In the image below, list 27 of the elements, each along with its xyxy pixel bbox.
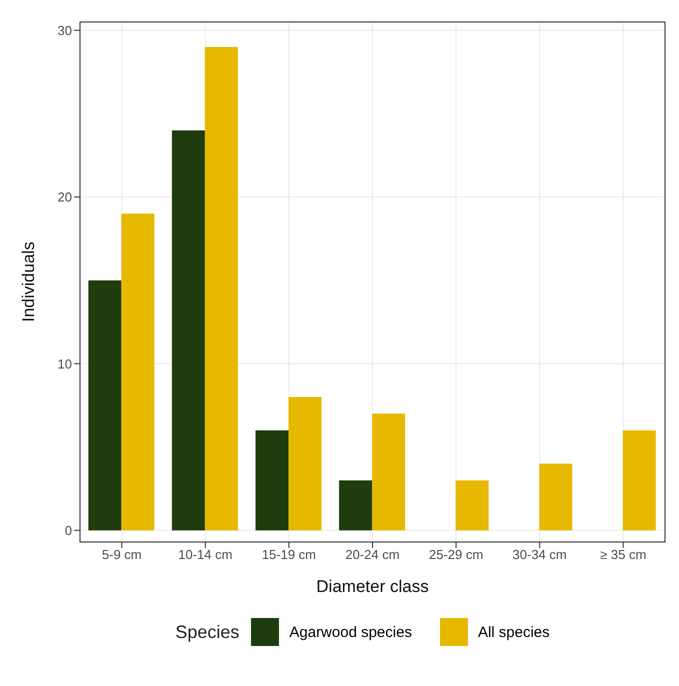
x-tick-label: 20-24 cm [345, 547, 400, 562]
legend-title: Species [175, 622, 240, 642]
bar [256, 430, 288, 530]
y-tick-label: 30 [58, 22, 72, 38]
bar [539, 464, 572, 530]
bar [339, 480, 372, 530]
bar [204, 47, 238, 530]
x-tick-label: 15-19 cm [262, 547, 316, 562]
bar [172, 130, 205, 530]
y-axis-title: Individuals [19, 242, 38, 322]
x-tick-label: 25-29 cm [428, 547, 484, 562]
y-tick-label: 0 [64, 522, 72, 538]
bar [622, 430, 656, 530]
x-tick-label: ≥ 35 cm [600, 547, 646, 562]
x-tick-label: 5-9 cm [102, 547, 142, 562]
bar [456, 480, 489, 530]
bar [288, 397, 322, 530]
y-tick-label: 10 [58, 356, 72, 372]
legend-label: All species [478, 624, 550, 640]
y-tick-label: 20 [58, 190, 72, 205]
x-axis-title: Diameter class [316, 577, 429, 596]
bar [88, 280, 122, 530]
legend-label: Agarwood species [289, 624, 412, 640]
bar [372, 414, 406, 530]
x-tick-label: 10-14 cm [178, 547, 232, 562]
bar [121, 214, 154, 530]
x-tick-label: 30-34 cm [512, 547, 567, 562]
